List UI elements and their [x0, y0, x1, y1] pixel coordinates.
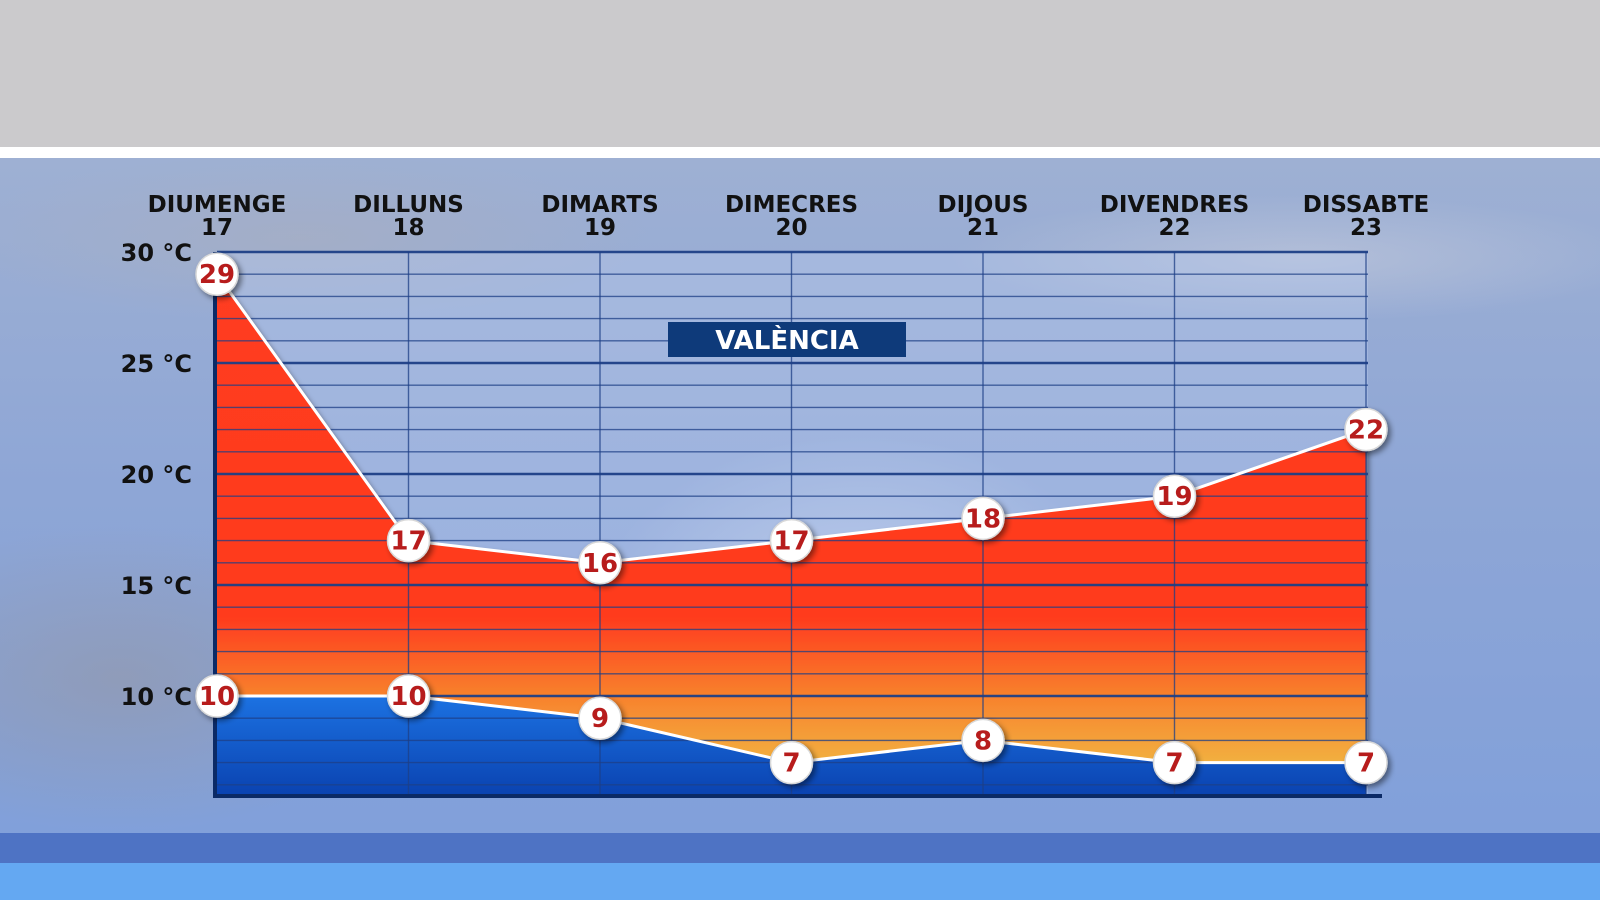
- point-marker: [386, 674, 431, 718]
- point-value-label: 7: [1357, 749, 1375, 779]
- y-tick-label: 25 °C: [121, 350, 192, 378]
- y-tick-label: 20 °C: [121, 461, 192, 489]
- point-marker: [578, 541, 622, 585]
- point-value-label: 16: [582, 549, 618, 579]
- low-temp-point: 7: [1344, 740, 1388, 785]
- divider-line: [0, 147, 1600, 158]
- high-temp-point: 16: [578, 541, 622, 585]
- low-temp-point: 7: [1152, 740, 1197, 785]
- day-labels: DIUMENGE17DILLUNS18DIMARTS19DIMECRES20DI…: [148, 192, 1430, 241]
- day-date: 17: [201, 215, 233, 241]
- point-marker: [195, 674, 239, 718]
- point-value-label: 7: [782, 749, 800, 779]
- low-temp-point: 9: [578, 696, 622, 740]
- high-temp-point: 19: [1152, 474, 1197, 518]
- area-fills: [217, 274, 1366, 796]
- city-title-text: VALÈNCIA: [715, 324, 858, 356]
- day-name: DIUMENGE: [148, 192, 287, 218]
- city-title: VALÈNCIA: [668, 322, 906, 357]
- day-date: 21: [967, 215, 999, 241]
- point-value-label: 18: [965, 504, 1001, 534]
- day-name: DILLUNS: [353, 192, 464, 218]
- day-date: 18: [392, 215, 424, 241]
- point-value-label: 8: [974, 726, 992, 756]
- high-temp-point: 17: [386, 518, 431, 563]
- point-marker: [769, 518, 814, 563]
- warm-area: [217, 274, 1366, 763]
- day-name: DIJOUS: [937, 192, 1028, 218]
- day-date: 19: [584, 215, 616, 241]
- high-temp-point: 17: [769, 518, 814, 563]
- point-marker: [961, 718, 1005, 763]
- day-name: DIMECRES: [725, 192, 858, 218]
- point-marker: [769, 740, 814, 785]
- high-temp-point: 18: [961, 496, 1005, 541]
- point-marker: [195, 252, 239, 296]
- high-temp-point: 22: [1344, 407, 1388, 452]
- high-temp-point: 29: [195, 252, 239, 296]
- point-value-label: 10: [390, 682, 426, 712]
- low-temp-point: 7: [769, 740, 814, 785]
- low-temp-point: 8: [961, 718, 1005, 763]
- point-marker: [1152, 474, 1197, 518]
- day-name: DIVENDRES: [1100, 192, 1250, 218]
- point-marker: [1344, 740, 1388, 785]
- point-value-label: 9: [591, 704, 609, 734]
- point-value-label: 10: [199, 682, 235, 712]
- point-marker: [386, 518, 431, 563]
- point-value-label: 7: [1165, 749, 1183, 779]
- day-name: DISSABTE: [1303, 192, 1429, 218]
- y-axis-labels: 30 °C 25 °C 20 °C 15 °C 10 °C: [121, 239, 192, 711]
- low-temp-point: 10: [195, 674, 239, 718]
- point-value-label: 17: [390, 527, 426, 557]
- day-date: 22: [1158, 215, 1190, 241]
- point-value-label: 22: [1348, 416, 1384, 446]
- top-band: [0, 0, 1600, 147]
- day-date: 23: [1350, 215, 1382, 241]
- low-temp-point: 10: [386, 674, 431, 718]
- bottom-strip: [0, 833, 1600, 863]
- point-marker: [1152, 740, 1197, 785]
- point-marker: [578, 696, 622, 740]
- bottom-band: [0, 863, 1600, 900]
- point-marker: [1344, 407, 1388, 452]
- data-points: 29 17 16 17 18 19 22 10 10 9 7 8 7 7: [195, 252, 1388, 785]
- point-marker: [961, 496, 1005, 541]
- day-date: 20: [775, 215, 807, 241]
- day-name: DIMARTS: [541, 192, 658, 218]
- point-value-label: 19: [1156, 482, 1192, 512]
- y-tick-label: 10 °C: [121, 683, 192, 711]
- point-value-label: 17: [773, 527, 809, 557]
- city-title-box: [668, 322, 906, 357]
- point-value-label: 29: [199, 260, 235, 290]
- y-tick-label: 30 °C: [121, 239, 192, 267]
- cold-area: [217, 696, 1366, 796]
- y-tick-label: 15 °C: [121, 572, 192, 600]
